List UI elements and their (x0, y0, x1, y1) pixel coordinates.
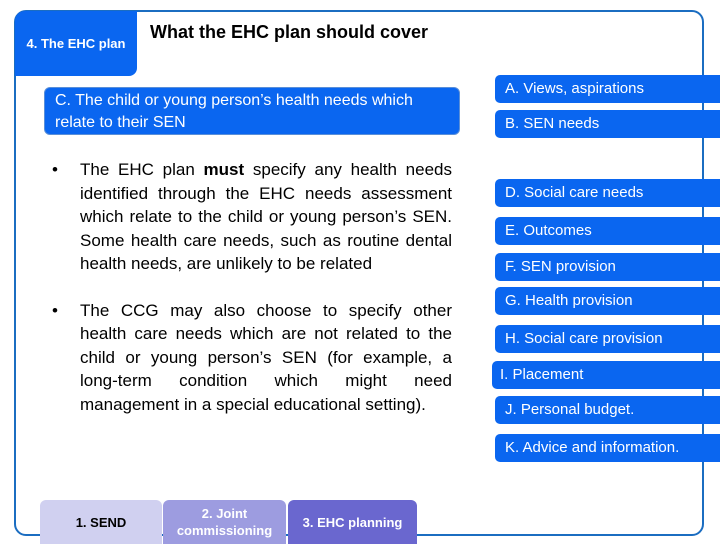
bullet-icon: • (52, 160, 58, 179)
tab-ehc-planning[interactable]: 3. EHC planning (288, 500, 417, 544)
section-badge: 4. The EHC plan (15, 11, 137, 76)
section-link-k[interactable]: K. Advice and information. (495, 434, 720, 462)
tab-joint-commissioning[interactable]: 2. Joint commissioning (163, 500, 286, 544)
text: specify any health needs identified thro… (80, 160, 452, 273)
section-link-j[interactable]: J. Personal budget. (495, 396, 720, 424)
bullet-item: • The EHC plan must specify any health n… (52, 158, 452, 276)
bullet-icon: • (52, 300, 58, 320)
current-section-box: C. The child or young person’s health ne… (44, 87, 460, 135)
section-link-e[interactable]: E. Outcomes (495, 217, 720, 245)
text: The EHC plan (80, 160, 204, 179)
emphasis: must (203, 160, 245, 179)
section-link-d[interactable]: D. Social care needs (495, 179, 720, 207)
section-link-f[interactable]: F. SEN provision (495, 253, 720, 281)
bullet-text: The EHC plan must specify any health nee… (80, 158, 452, 276)
section-link-a[interactable]: A. Views, aspirations (495, 75, 720, 103)
page-title: What the EHC plan should cover (150, 22, 429, 42)
bullet-list: • The EHC plan must specify any health n… (52, 158, 452, 439)
tab-send[interactable]: 1. SEND (40, 500, 162, 544)
section-link-b[interactable]: B. SEN needs (495, 110, 720, 138)
bullet-text: The CCG may also choose to specify other… (80, 300, 452, 414)
section-link-g[interactable]: G. Health provision (495, 287, 720, 315)
section-link-i[interactable]: I. Placement (492, 361, 720, 389)
bullet-item: • The CCG may also choose to specify oth… (52, 299, 452, 417)
section-link-h[interactable]: H. Social care provision (495, 325, 720, 353)
